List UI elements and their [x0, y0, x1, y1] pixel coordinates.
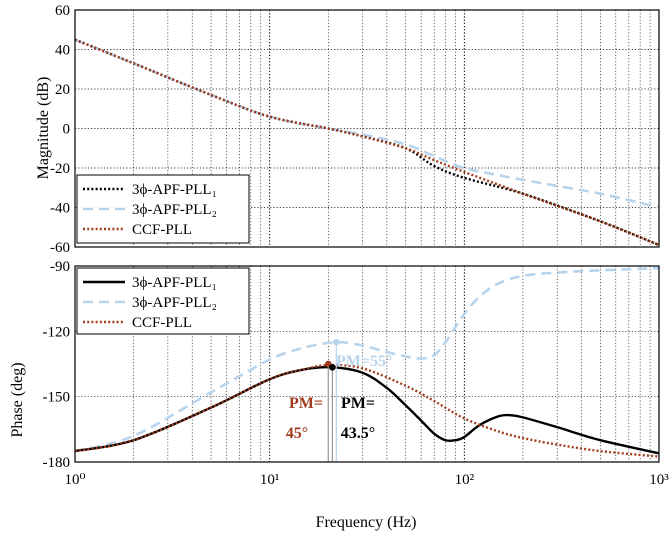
- series-line: [74, 365, 660, 455]
- magnitude-series: [74, 38, 660, 247]
- y-tick-label: 20: [55, 82, 70, 98]
- phase-y-tick-labels: -90 -120 -150 -180: [43, 259, 71, 471]
- magnitude-y-tick-labels: 60 40 20 0 -20 -40 -60: [50, 3, 70, 256]
- y-tick-label: -180: [43, 455, 71, 471]
- pm-value: 45°: [286, 425, 308, 442]
- series-line: [74, 363, 660, 458]
- x-tick-label: 10³: [649, 472, 669, 488]
- phase-series: [74, 266, 660, 458]
- phase-y-axis-label: Phase (deg): [9, 362, 26, 437]
- legend-label: 3ϕ-APF-PLL₂: [132, 202, 217, 218]
- phase-margin-labels: PM= 45° PM= 43.5° PM=55°: [286, 353, 393, 442]
- legend-label: CCF-PLL: [132, 315, 192, 331]
- legend-label: 3ϕ-APF-PLL₁: [132, 182, 217, 198]
- pm-marker-dot: [329, 363, 336, 371]
- y-tick-label: 60: [55, 3, 70, 19]
- pm-marker-dot: [333, 338, 340, 346]
- x-tick-label: 10⁰: [64, 472, 85, 488]
- magnitude-plot-frame: [74, 9, 660, 248]
- pm-label: PM=55°: [336, 353, 392, 370]
- y-tick-label: -90: [50, 259, 70, 275]
- x-tick-label: 10¹: [260, 472, 280, 488]
- phase-plot-frame: [74, 265, 660, 463]
- pm-label: PM=: [341, 395, 375, 412]
- legend-label: 3ϕ-APF-PLL₁: [132, 275, 217, 291]
- x-axis-label: Frequency (Hz): [316, 514, 417, 531]
- legend-label: 3ϕ-APF-PLL₂: [132, 295, 217, 311]
- y-tick-label: -120: [43, 324, 71, 340]
- y-tick-label: 0: [63, 122, 71, 138]
- phase-margin-markers: [324, 338, 340, 462]
- magnitude-legend: 3ϕ-APF-PLL₁ 3ϕ-APF-PLL₂ CCF-PLL: [76, 174, 250, 244]
- magnitude-y-axis-label: Magnitude (dB): [35, 77, 52, 180]
- series-line: [74, 38, 660, 209]
- y-tick-label: -20: [50, 161, 70, 177]
- x-tick-labels: 10⁰ 10¹ 10² 10³: [64, 472, 669, 488]
- y-tick-label: -40: [50, 201, 70, 217]
- series-line: [74, 38, 660, 247]
- legend-label: CCF-PLL: [132, 222, 192, 238]
- magnitude-grid: [74, 10, 660, 247]
- y-tick-label: -150: [43, 390, 71, 406]
- x-tick-label: 10²: [455, 472, 475, 488]
- series-line: [74, 266, 660, 453]
- y-tick-label: 40: [55, 43, 70, 59]
- y-tick-label: -60: [50, 240, 70, 256]
- pm-value: 43.5°: [341, 425, 375, 442]
- pm-label: PM=: [289, 395, 323, 412]
- phase-legend: 3ϕ-APF-PLL₁ 3ϕ-APF-PLL₂ CCF-PLL: [76, 267, 250, 335]
